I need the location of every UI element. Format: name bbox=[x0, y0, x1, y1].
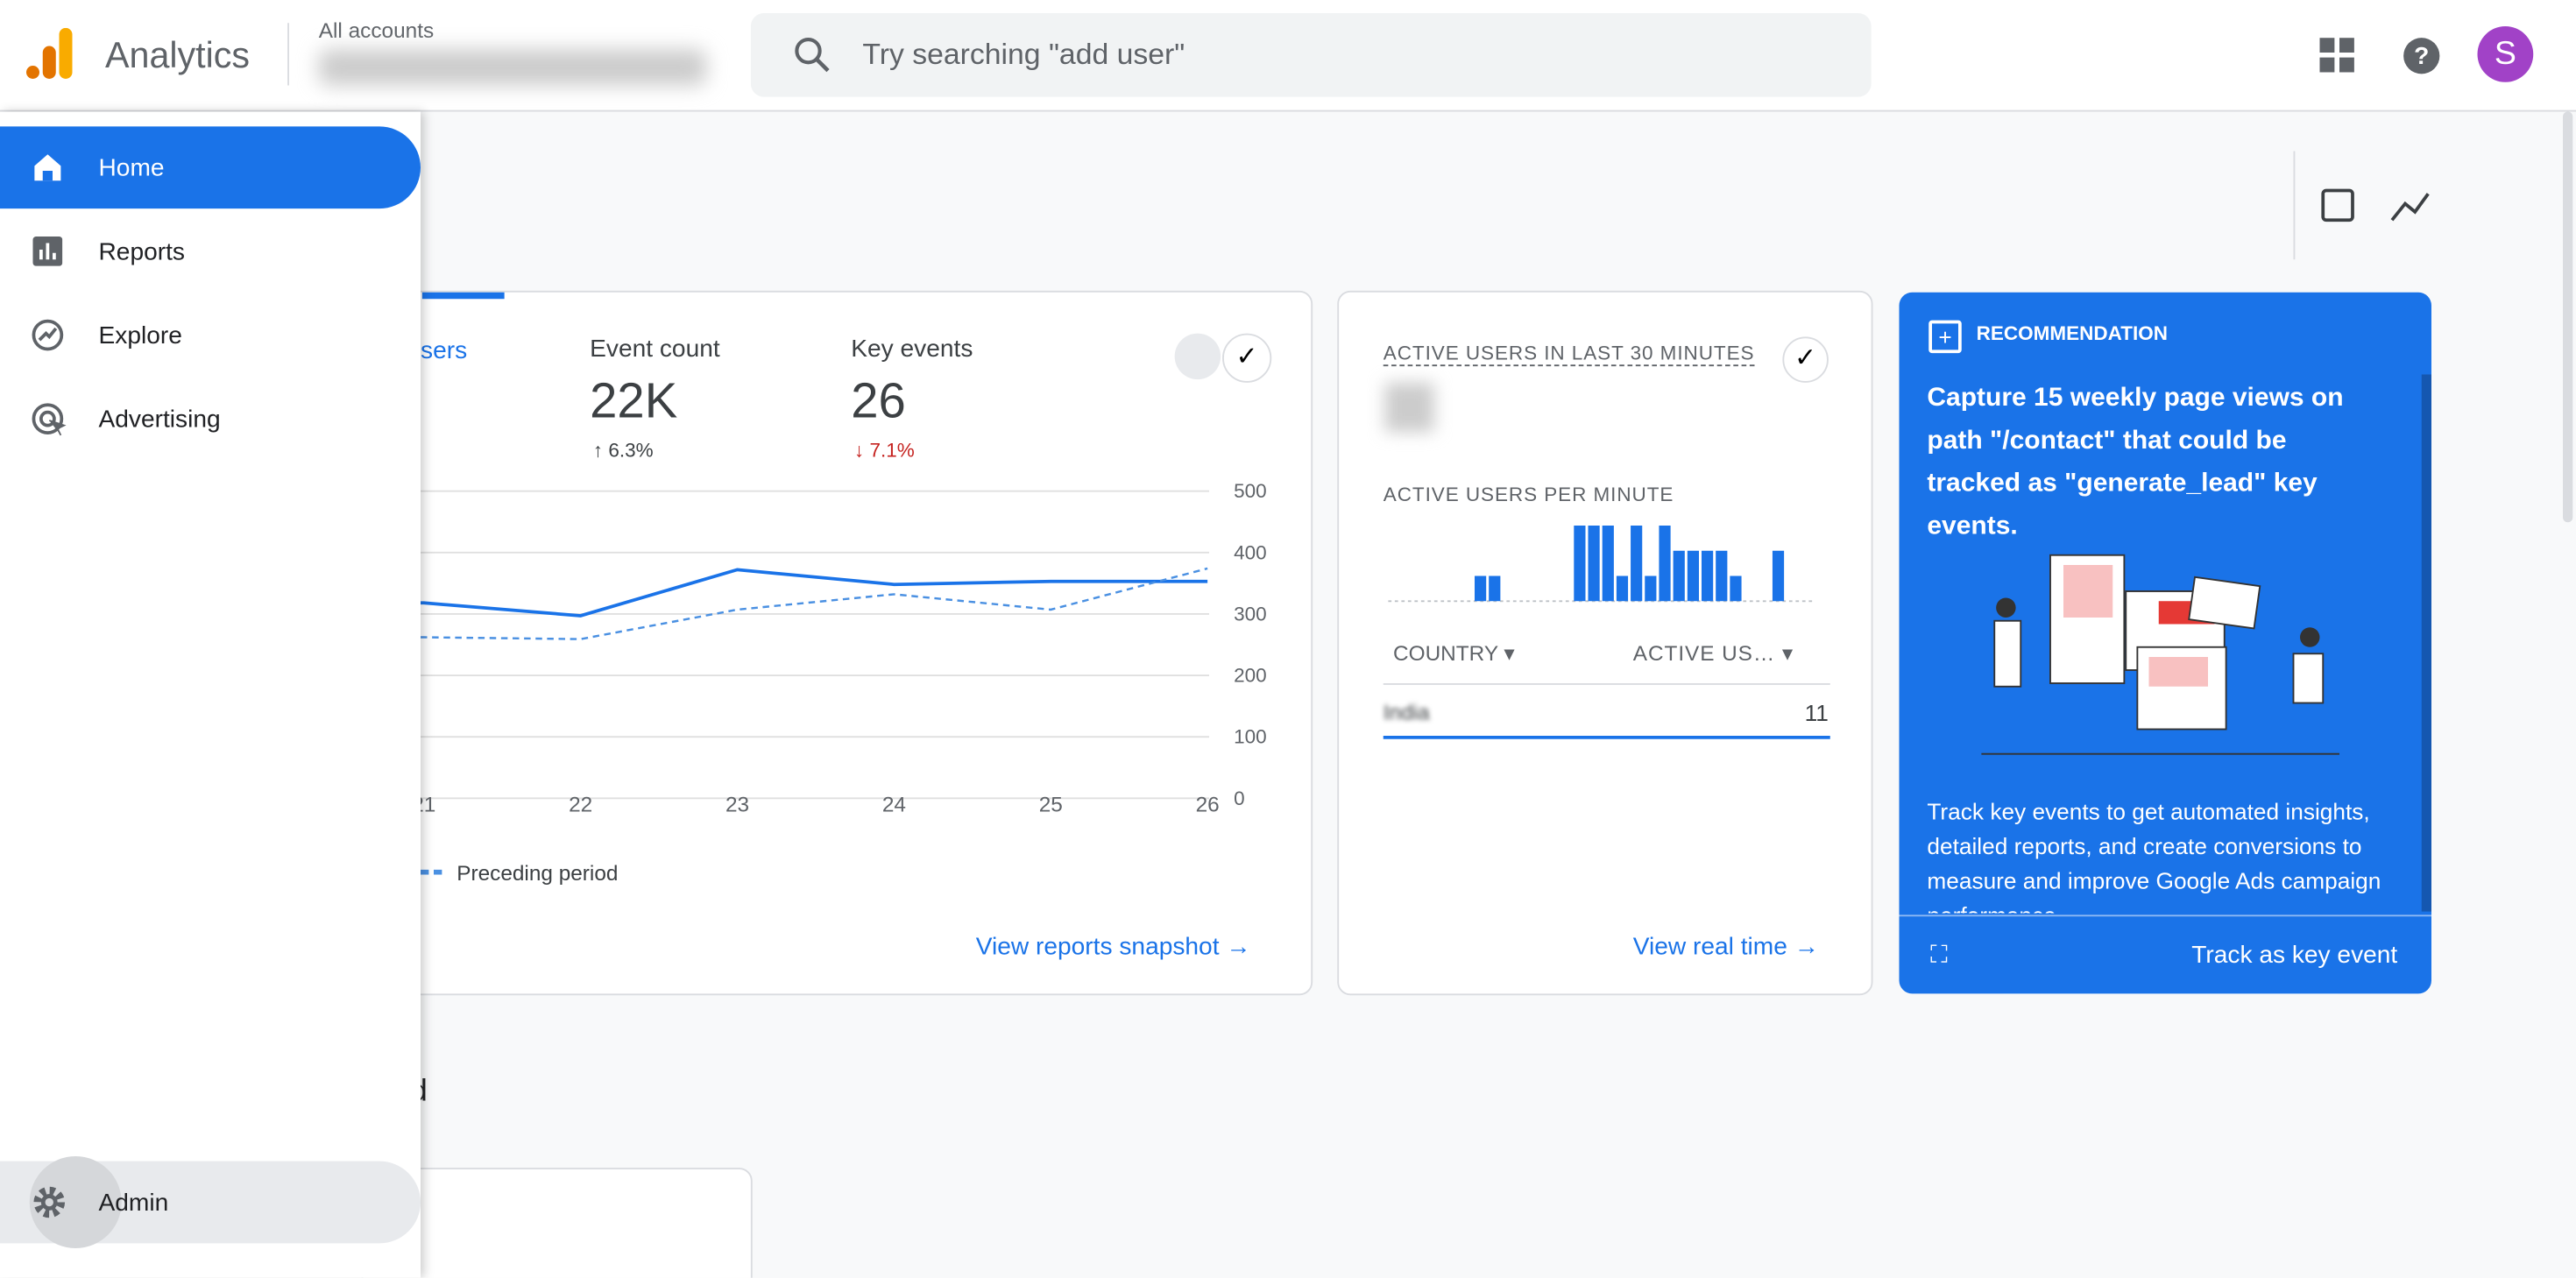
realtime-title[interactable]: ACTIVE USERS IN LAST 30 MINUTES bbox=[1383, 342, 1755, 367]
users-cell: 11 bbox=[1804, 699, 1829, 726]
top-bar: Analytics All accounts Try searching "ad… bbox=[0, 0, 2576, 112]
x-tick-label: 26 bbox=[1196, 793, 1220, 816]
bar bbox=[1616, 575, 1629, 602]
bar bbox=[1489, 575, 1501, 602]
bar bbox=[1687, 550, 1699, 602]
help-icon[interactable]: ? bbox=[2402, 36, 2441, 75]
x-tick-label: 23 bbox=[725, 793, 749, 816]
search-box[interactable]: Try searching "add user" bbox=[750, 13, 1872, 97]
rec-headline: Capture 15 weekly page views on path "/c… bbox=[1927, 384, 2344, 540]
bar bbox=[1716, 550, 1728, 602]
metric-change: 6.3% bbox=[608, 438, 654, 462]
lower-card bbox=[361, 1168, 753, 1278]
metric-label[interactable]: Event count bbox=[590, 335, 720, 364]
bar bbox=[1701, 550, 1714, 602]
bar bbox=[1673, 550, 1685, 602]
metric-label[interactable]: sers bbox=[421, 336, 468, 365]
admin-item[interactable]: Admin bbox=[0, 1156, 421, 1248]
bar bbox=[1631, 526, 1643, 602]
x-tick-label: 25 bbox=[1039, 793, 1063, 816]
metric-change: 7.1% bbox=[869, 438, 915, 462]
blurred-account bbox=[318, 49, 707, 86]
line-series bbox=[329, 567, 1208, 640]
badge-icon[interactable] bbox=[1174, 333, 1221, 380]
avatar[interactable]: S bbox=[2477, 26, 2534, 82]
per-minute-title: ACTIVE USERS PER MINUTE bbox=[1383, 483, 1674, 506]
bar bbox=[1772, 550, 1785, 602]
track-button[interactable]: Track as key event bbox=[2191, 941, 2398, 970]
recommendation-card: + RECOMMENDATION Capture 15 weekly page … bbox=[1899, 292, 2431, 994]
line-series bbox=[329, 568, 1208, 618]
search-placeholder: Try searching "add user" bbox=[862, 38, 1185, 71]
y-tick-label: 300 bbox=[1234, 603, 1267, 625]
toolbar-icons[interactable] bbox=[2320, 187, 2435, 227]
y-tick-label: 500 bbox=[1234, 480, 1267, 502]
view-realtime-link[interactable]: View real time → bbox=[1632, 933, 1819, 961]
bar bbox=[1574, 526, 1586, 602]
illustration bbox=[1981, 554, 2339, 755]
app-name: Analytics bbox=[105, 34, 251, 76]
overview-card: sers Event count 22K ↑ 6.3% Key events 2… bbox=[329, 290, 1313, 996]
nav-drawer: Home Reports Explore Advertising Admin bbox=[0, 111, 421, 1278]
nav-item[interactable]: Explore bbox=[0, 294, 421, 377]
logo bbox=[26, 27, 73, 79]
nav-item[interactable]: Reports bbox=[0, 210, 421, 293]
column-header[interactable]: ACTIVE US… ▾ bbox=[1632, 640, 1794, 666]
nav-item[interactable]: Advertising bbox=[0, 378, 421, 460]
bar bbox=[1475, 575, 1487, 602]
metric-label[interactable]: Key events bbox=[851, 335, 973, 364]
x-tick-label: 24 bbox=[882, 793, 906, 816]
y-tick-label: 400 bbox=[1234, 541, 1267, 563]
realtime-card: ACTIVE USERS IN LAST 30 MINUTES ✓ ACTIVE… bbox=[1337, 290, 1873, 996]
y-tick-label: 0 bbox=[1234, 787, 1245, 809]
column-header[interactable]: COUNTRY ▾ bbox=[1393, 640, 1515, 666]
bar bbox=[1730, 575, 1742, 602]
bar bbox=[1659, 526, 1671, 602]
apps-icon[interactable] bbox=[2319, 38, 2356, 74]
bar bbox=[1588, 526, 1600, 602]
metric-value: 22K bbox=[590, 374, 678, 429]
country-cell: India bbox=[1383, 699, 1430, 724]
x-tick-label: 22 bbox=[569, 793, 592, 816]
view-snapshot-link[interactable]: View reports snapshot → bbox=[975, 933, 1251, 961]
bar bbox=[1602, 526, 1614, 602]
breadcrumb[interactable]: All accounts bbox=[318, 18, 435, 43]
rec-label: RECOMMENDATION bbox=[1976, 321, 2168, 345]
y-tick-label: 100 bbox=[1234, 726, 1267, 748]
nav-item[interactable]: Home bbox=[0, 126, 421, 209]
bar bbox=[1645, 575, 1657, 602]
rec-body: Track key events to get automated insigh… bbox=[1927, 798, 2381, 913]
metric-value: 26 bbox=[851, 374, 906, 429]
legend-label: Preceding period bbox=[456, 862, 618, 886]
y-tick-label: 200 bbox=[1234, 665, 1267, 687]
check-icon[interactable]: ✓ bbox=[1222, 333, 1272, 383]
search-icon bbox=[795, 37, 830, 73]
svg-text:?: ? bbox=[2414, 42, 2429, 69]
